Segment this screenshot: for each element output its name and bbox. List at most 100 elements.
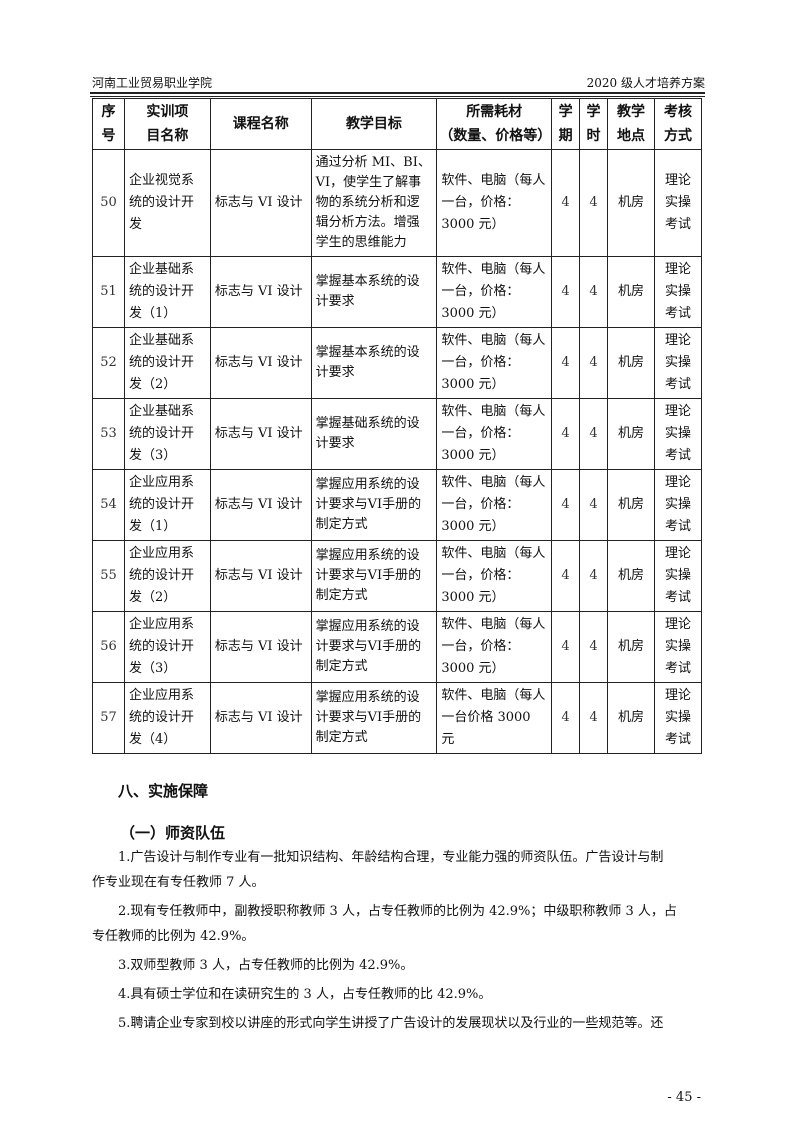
materials-cell: 软件、电脑（每人一台，价格：3000 元）	[436, 149, 553, 257]
hours-cell: 4	[579, 682, 609, 754]
term-cell: 4	[551, 682, 581, 754]
assessment-cell: 理论实操考试	[653, 327, 703, 399]
assessment-cell: 理论实操考试	[653, 149, 703, 257]
hours-cell: 4	[579, 611, 609, 683]
paragraph-line: 作专业现在有专任教师 7 人。	[92, 875, 265, 890]
project-name-cell: 企业基础系统的设计开发（1）	[123, 256, 211, 328]
column-header-line: 学	[586, 104, 601, 120]
subsection-title: （一）师资队伍	[120, 824, 226, 842]
header-rule-thin	[90, 96, 705, 97]
hours-cell: 4	[579, 149, 609, 257]
project-name-cell: 企业基础系统的设计开发（2）	[123, 327, 211, 399]
course-name-cell: 标志与 VI 设计	[209, 327, 312, 399]
teaching-goal-cell: 通过分析 MI、BI、VI，使学生了解事物的系统分析和逻辑分析方法。增强学生的思…	[310, 149, 438, 257]
column-header: 课程名称	[209, 98, 312, 150]
column-header: 考核方式	[653, 98, 703, 150]
column-header-line: 所需耗材	[466, 104, 523, 120]
table-row: 55 企业应用系统的设计开发（2） 标志与 VI 设计 掌握应用系统的设计要求与VI手…	[92, 540, 703, 612]
row-number-cell: 50	[92, 149, 125, 257]
assessment-cell: 理论实操考试	[653, 682, 703, 754]
term-cell: 4	[551, 398, 581, 470]
materials-cell: 软件、电脑（每人一台，价格：3000 元）	[436, 611, 553, 683]
teaching-goal-cell: 掌握应用系统的设计要求与VI手册的制定方式	[310, 682, 438, 754]
column-header: 教学地点	[607, 98, 655, 150]
term-cell: 4	[551, 611, 581, 683]
column-header: 所需耗材 （数量、价格等）	[436, 98, 553, 150]
column-header-line: 目名称	[146, 128, 189, 144]
term-cell: 4	[551, 256, 581, 328]
term-cell: 4	[551, 327, 581, 399]
table-row: 52 企业基础系统的设计开发（2） 标志与 VI 设计 掌握基本系统的设计要求 软件、电…	[92, 327, 703, 399]
table-row: 51 企业基础系统的设计开发（1） 标志与 VI 设计 掌握基本系统的设计要求 软件、电…	[92, 256, 703, 328]
materials-cell: 软件、电脑（每人一台，价格：3000 元）	[436, 256, 553, 328]
row-number-cell: 56	[92, 611, 125, 683]
project-name-cell: 企业应用系统的设计开发（3）	[123, 611, 211, 683]
paragraph-line: 3.双师型教师 3 人，占专任教师的比例为 42.9%。	[118, 958, 414, 973]
teaching-goal-cell: 掌握应用系统的设计要求与VI手册的制定方式	[310, 540, 438, 612]
column-header-line: （数量、价格等）	[439, 128, 552, 144]
table-row: 50 企业视觉系统的设计开发 标志与 VI 设计 通过分析 MI、BI、VI，使学生了…	[92, 149, 703, 257]
teaching-goal-cell: 掌握应用系统的设计要求与VI手册的制定方式	[310, 611, 438, 683]
column-header: 学时	[579, 98, 609, 150]
paragraph-line: 4.具有硕士学位和在读研究生的 3 人，占专任教师的比 42.9%。	[118, 987, 492, 1002]
hours-cell: 4	[579, 398, 609, 470]
hours-cell: 4	[579, 469, 609, 541]
location-cell: 机房	[607, 398, 655, 470]
row-number-cell: 51	[92, 256, 125, 328]
column-header-line: 号	[101, 128, 116, 144]
paragraph-line: 5.聘请企业专家到校以讲座的形式向学生讲授了广告设计的发展现状以及行业的一些规范…	[118, 1016, 664, 1031]
paragraph-line: 2.现有专任教师中，副教授职称教师 3 人，占专任教师的比例为 42.9%；中级…	[118, 904, 677, 919]
project-name-cell: 企业基础系统的设计开发（3）	[123, 398, 211, 470]
teaching-goal-cell: 掌握基础系统的设计要求	[310, 398, 438, 470]
assessment-cell: 理论实操考试	[653, 611, 703, 683]
row-number-cell: 54	[92, 469, 125, 541]
term-cell: 4	[551, 149, 581, 257]
location-cell: 机房	[607, 682, 655, 754]
table-row: 56 企业应用系统的设计开发（3） 标志与 VI 设计 掌握应用系统的设计要求与VI手…	[92, 611, 703, 683]
project-name-cell: 企业应用系统的设计开发（2）	[123, 540, 211, 612]
teaching-goal-cell: 掌握基本系统的设计要求	[310, 256, 438, 328]
materials-cell: 软件、电脑（每人一台，价格：3000 元）	[436, 469, 553, 541]
location-cell: 机房	[607, 540, 655, 612]
course-name-cell: 标志与 VI 设计	[209, 256, 312, 328]
table-row: 57 企业应用系统的设计开发（4） 标志与 VI 设计 掌握应用系统的设计要求与VI手…	[92, 682, 703, 754]
table-row: 53 企业基础系统的设计开发（3） 标志与 VI 设计 掌握基础系统的设计要求 软件、电…	[92, 398, 703, 470]
column-header: 序号	[92, 98, 125, 150]
paragraph-line: 专任教师的比例为 42.9%。	[92, 929, 255, 944]
assessment-cell: 理论实操考试	[653, 540, 703, 612]
location-cell: 机房	[607, 256, 655, 328]
materials-cell: 软件、电脑（每人一台，价格：3000 元）	[436, 540, 553, 612]
term-cell: 4	[551, 540, 581, 612]
table-header-row: 序号实训项 目名称 课程名称 教学目标 所需耗材 （数量、价格等）学期学时教学地点 考核方式	[92, 98, 703, 150]
teaching-goal-cell: 掌握基本系统的设计要求	[310, 327, 438, 399]
materials-cell: 软件、电脑（每人一台，价格：3000 元）	[436, 327, 553, 399]
column-header-line: 教学目标	[345, 116, 402, 132]
column-header-line: 时	[586, 128, 601, 144]
course-name-cell: 标志与 VI 设计	[209, 682, 312, 754]
column-header: 实训项 目名称	[123, 98, 211, 150]
column-header-line: 期	[558, 128, 573, 144]
paragraph-line: 1.广告设计与制作专业有一批知识结构、年龄结构合理，专业能力强的师资队伍。广告设…	[118, 850, 664, 865]
materials-cell: 软件、电脑（每人一台，价格：3000 元）	[436, 398, 553, 470]
location-cell: 机房	[607, 327, 655, 399]
materials-cell: 软件、电脑（每人一台价格 3000 元	[436, 682, 553, 754]
course-name-cell: 标志与 VI 设计	[209, 469, 312, 541]
row-number-cell: 57	[92, 682, 125, 754]
assessment-cell: 理论实操考试	[653, 398, 703, 470]
column-header-line: 实训项	[146, 104, 189, 120]
row-number-cell: 53	[92, 398, 125, 470]
assessment-cell: 理论实操考试	[653, 256, 703, 328]
column-header-line: 序	[101, 104, 116, 120]
location-cell: 机房	[607, 611, 655, 683]
course-name-cell: 标志与 VI 设计	[209, 398, 312, 470]
column-header-line: 课程名称	[232, 116, 289, 132]
course-name-cell: 标志与 VI 设计	[209, 540, 312, 612]
project-name-cell: 企业应用系统的设计开发（1）	[123, 469, 211, 541]
assessment-cell: 理论实操考试	[653, 469, 703, 541]
training-projects-table: 序号实训项 目名称 课程名称 教学目标 所需耗材 （数量、价格等）学期学时教学地点 考核方式…	[92, 98, 703, 754]
course-name-cell: 标志与 VI 设计	[209, 149, 312, 257]
hours-cell: 4	[579, 327, 609, 399]
column-header-label: 教学地点	[616, 104, 645, 144]
column-header: 学期	[551, 98, 581, 150]
row-number-cell: 55	[92, 540, 125, 612]
